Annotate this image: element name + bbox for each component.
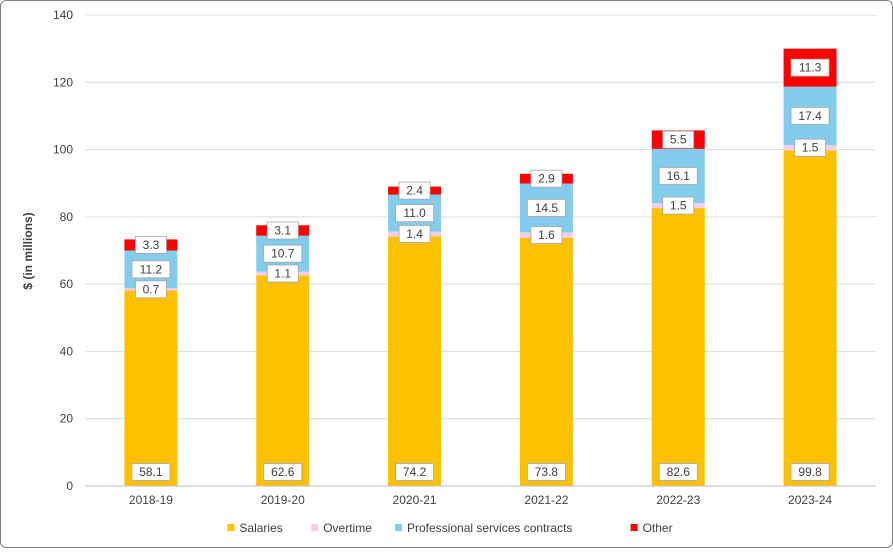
data-label: 5.5: [670, 133, 687, 147]
data-label-box: [662, 130, 695, 149]
data-label: 0.7: [143, 282, 160, 296]
bar-segment-salaries: [783, 150, 837, 486]
data-label-box: [398, 181, 431, 200]
x-axis-ticks: 2018-19 2019-20 2020-21 2021-22 2022-23 2023-…: [129, 493, 833, 507]
x-tick-label: 2020-21: [393, 493, 437, 507]
data-label: 82.6: [667, 465, 691, 479]
x-tick-label: 2019-20: [261, 493, 305, 507]
y-tick-label: 20: [60, 412, 74, 426]
data-label: 1.1: [274, 267, 291, 281]
data-label: 3.3: [143, 238, 160, 252]
data-label-box: [658, 167, 698, 185]
data-label: 11.2: [140, 262, 163, 276]
bar-segment-salaries: [651, 208, 705, 487]
bar-segment-salaries: [124, 290, 178, 486]
legend-item: Overtime: [311, 521, 372, 535]
legend-item: Other: [630, 521, 673, 535]
legend-label: Salaries: [239, 521, 282, 535]
data-label-box: [790, 463, 830, 481]
data-label-box: [530, 226, 563, 244]
gridlines: [85, 14, 876, 420]
legend-swatch: [227, 524, 235, 531]
data-label: 1.6: [538, 228, 555, 242]
y-axis-ticks: 0 20 40 60 80 100 120 140: [53, 8, 73, 493]
y-tick-label: 60: [60, 277, 74, 291]
data-label: 1.5: [802, 141, 819, 155]
data-label-box: [527, 463, 566, 481]
data-label-box: [790, 107, 830, 125]
legend-label: Professional services contracts: [407, 521, 572, 535]
bar-segment-salaries: [388, 236, 442, 486]
data-label-box: [658, 463, 698, 481]
x-tick-label: 2021-22: [524, 493, 568, 507]
data-label: 10.7: [271, 247, 295, 261]
bar-stack: 62.6 1.1 10.7 3.1: [256, 221, 310, 486]
data-label: 58.1: [139, 465, 163, 479]
data-label: 17.4: [798, 109, 822, 123]
legend-swatch: [630, 524, 638, 531]
bar-stack: 74.2 1.4 11.0 2.4: [388, 181, 442, 486]
data-label-box: [395, 204, 434, 223]
data-label: 16.1: [667, 169, 691, 183]
bars: 58.1 0.7 11.2 3.3 62.6 1.1 10.7 3.1 74.2 1.4 11.0 2…: [124, 48, 837, 487]
y-tick-label: 40: [60, 344, 74, 358]
data-label-box: [530, 169, 563, 188]
data-label: 2.9: [538, 172, 555, 186]
legend-item: Professional services contracts: [395, 521, 572, 535]
data-label-box: [398, 225, 431, 243]
data-label: 62.6: [271, 465, 295, 479]
data-label-box: [662, 196, 695, 215]
data-label-box: [790, 58, 830, 77]
data-label: 1.4: [406, 227, 423, 241]
data-label-box: [131, 260, 171, 279]
data-label-box: [266, 264, 299, 283]
data-label: 11.0: [403, 206, 426, 220]
data-label: 73.8: [535, 465, 559, 479]
legend-swatch: [311, 524, 319, 531]
bar-stack: 73.8 1.6 14.5 2.9: [519, 169, 573, 486]
bar-stack: 82.6 1.5 16.1 5.5: [651, 130, 705, 487]
bar-segment-salaries: [519, 237, 573, 486]
x-tick-label: 2023-24: [788, 493, 832, 507]
data-label-box: [794, 138, 826, 157]
data-label-box: [263, 463, 303, 481]
y-tick-label: 80: [60, 210, 74, 224]
data-label-box: [131, 463, 171, 481]
data-label-box: [527, 199, 566, 217]
y-tick-label: 120: [53, 75, 73, 89]
legend-label: Other: [643, 521, 673, 535]
data-label: 11.3: [799, 61, 822, 75]
bar-segment-salaries: [256, 275, 310, 486]
legend-item: Salaries: [227, 521, 283, 535]
data-label: 14.5: [535, 201, 559, 215]
y-tick-label: 140: [53, 8, 73, 22]
bar-stack: 58.1 0.7 11.2 3.3: [124, 236, 178, 486]
x-tick-label: 2022-23: [656, 493, 700, 507]
data-label: 74.2: [403, 465, 427, 479]
data-label-box: [135, 236, 167, 254]
data-label-box: [266, 221, 299, 240]
data-label-box: [263, 244, 303, 263]
x-tick-label: 2018-19: [129, 493, 173, 507]
y-axis-label: $ (in millions): [21, 212, 35, 289]
data-label-box: [135, 280, 167, 299]
legend-swatch: [395, 524, 402, 531]
data-label-box: [395, 463, 434, 481]
data-label: 99.8: [798, 465, 822, 479]
legend: Salaries Overtime Professional services co…: [227, 521, 673, 535]
data-label: 2.4: [406, 184, 423, 198]
y-tick-label: 0: [66, 479, 73, 493]
y-tick-label: 100: [53, 143, 73, 157]
legend-label: Overtime: [323, 521, 372, 535]
data-label: 3.1: [274, 223, 291, 237]
bar-stack: 99.8 1.5 17.4 11.3: [783, 48, 837, 486]
data-label: 1.5: [670, 199, 687, 213]
